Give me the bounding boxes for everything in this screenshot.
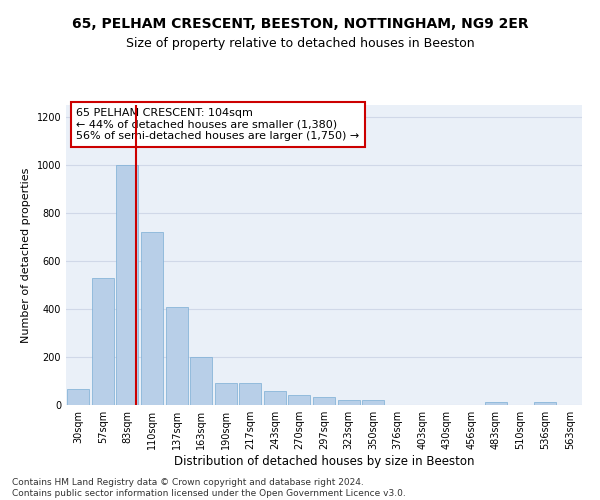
X-axis label: Distribution of detached houses by size in Beeston: Distribution of detached houses by size … [174, 455, 474, 468]
Bar [116, 165, 139, 405]
Bar [239, 384, 262, 405]
Text: 65 PELHAM CRESCENT: 104sqm
← 44% of detached houses are smaller (1,380)
56% of s: 65 PELHAM CRESCENT: 104sqm ← 44% of deta… [76, 108, 359, 141]
Bar [264, 391, 286, 405]
Bar [313, 398, 335, 405]
Bar [362, 400, 384, 405]
Bar [166, 307, 188, 405]
Bar [215, 384, 237, 405]
Bar [289, 396, 310, 405]
Text: Contains HM Land Registry data © Crown copyright and database right 2024.
Contai: Contains HM Land Registry data © Crown c… [12, 478, 406, 498]
Bar [190, 358, 212, 405]
Bar [141, 232, 163, 405]
Text: 65, PELHAM CRESCENT, BEESTON, NOTTINGHAM, NG9 2ER: 65, PELHAM CRESCENT, BEESTON, NOTTINGHAM… [71, 18, 529, 32]
Bar [92, 278, 114, 405]
Bar [67, 388, 89, 405]
Y-axis label: Number of detached properties: Number of detached properties [21, 168, 31, 342]
Bar [338, 400, 359, 405]
Bar [534, 402, 556, 405]
Text: Size of property relative to detached houses in Beeston: Size of property relative to detached ho… [125, 38, 475, 51]
Bar [485, 402, 507, 405]
